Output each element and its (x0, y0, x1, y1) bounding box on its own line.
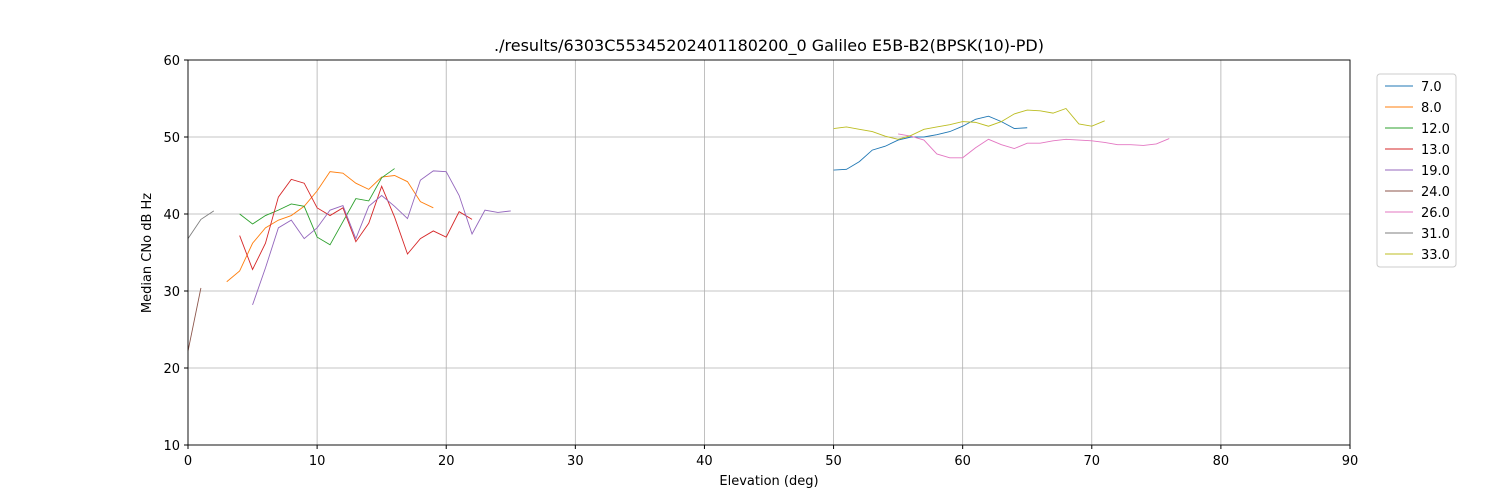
y-tick-label: 20 (163, 362, 180, 377)
legend-label: 12.0 (1421, 122, 1450, 137)
y-tick-label: 30 (163, 285, 180, 300)
legend-label: 24.0 (1421, 185, 1450, 200)
x-axis-label: Elevation (deg) (719, 474, 818, 489)
x-tick-label: 20 (438, 454, 455, 469)
x-tick-label: 70 (1084, 454, 1101, 469)
y-tick-label: 50 (163, 131, 180, 146)
x-tick-label: 80 (1213, 454, 1230, 469)
series-line (833, 115, 1028, 171)
legend-label: 8.0 (1421, 101, 1442, 116)
x-tick-label: 50 (825, 454, 842, 469)
y-axis-label: Median CNo dB Hz (140, 193, 155, 313)
y-tick-label: 10 (163, 439, 180, 454)
x-tick-label: 0 (184, 454, 192, 469)
legend-label: 19.0 (1421, 164, 1450, 179)
x-tick-label: 10 (309, 454, 326, 469)
series-line (898, 133, 1170, 159)
legend-label: 7.0 (1421, 80, 1442, 95)
series-line (833, 107, 1105, 140)
series-line (239, 178, 473, 271)
x-tick-label: 60 (954, 454, 971, 469)
plot-frame (187, 59, 1351, 446)
x-tick-label: 90 (1342, 454, 1359, 469)
series-line (226, 171, 434, 283)
legend-label: 31.0 (1421, 227, 1450, 242)
series-line (239, 168, 395, 246)
y-tick-label: 40 (163, 208, 180, 223)
legend-box (1376, 73, 1457, 268)
series-line (187, 210, 215, 239)
legend-label: 13.0 (1421, 143, 1450, 158)
x-tick-label: 30 (567, 454, 584, 469)
chart-title: ./results/6303C55345202401180200_0 Galil… (494, 36, 1044, 56)
legend-label: 33.0 (1421, 248, 1450, 263)
x-tick-label: 40 (696, 454, 713, 469)
legend: 7.0 8.0 12.0 13.0 19.0 24.0 26.0 31.0 33.0 (1376, 73, 1457, 268)
series-line (252, 170, 511, 306)
y-tick-label: 60 (163, 54, 180, 69)
series-line (187, 287, 202, 352)
legend-label: 26.0 (1421, 206, 1450, 221)
